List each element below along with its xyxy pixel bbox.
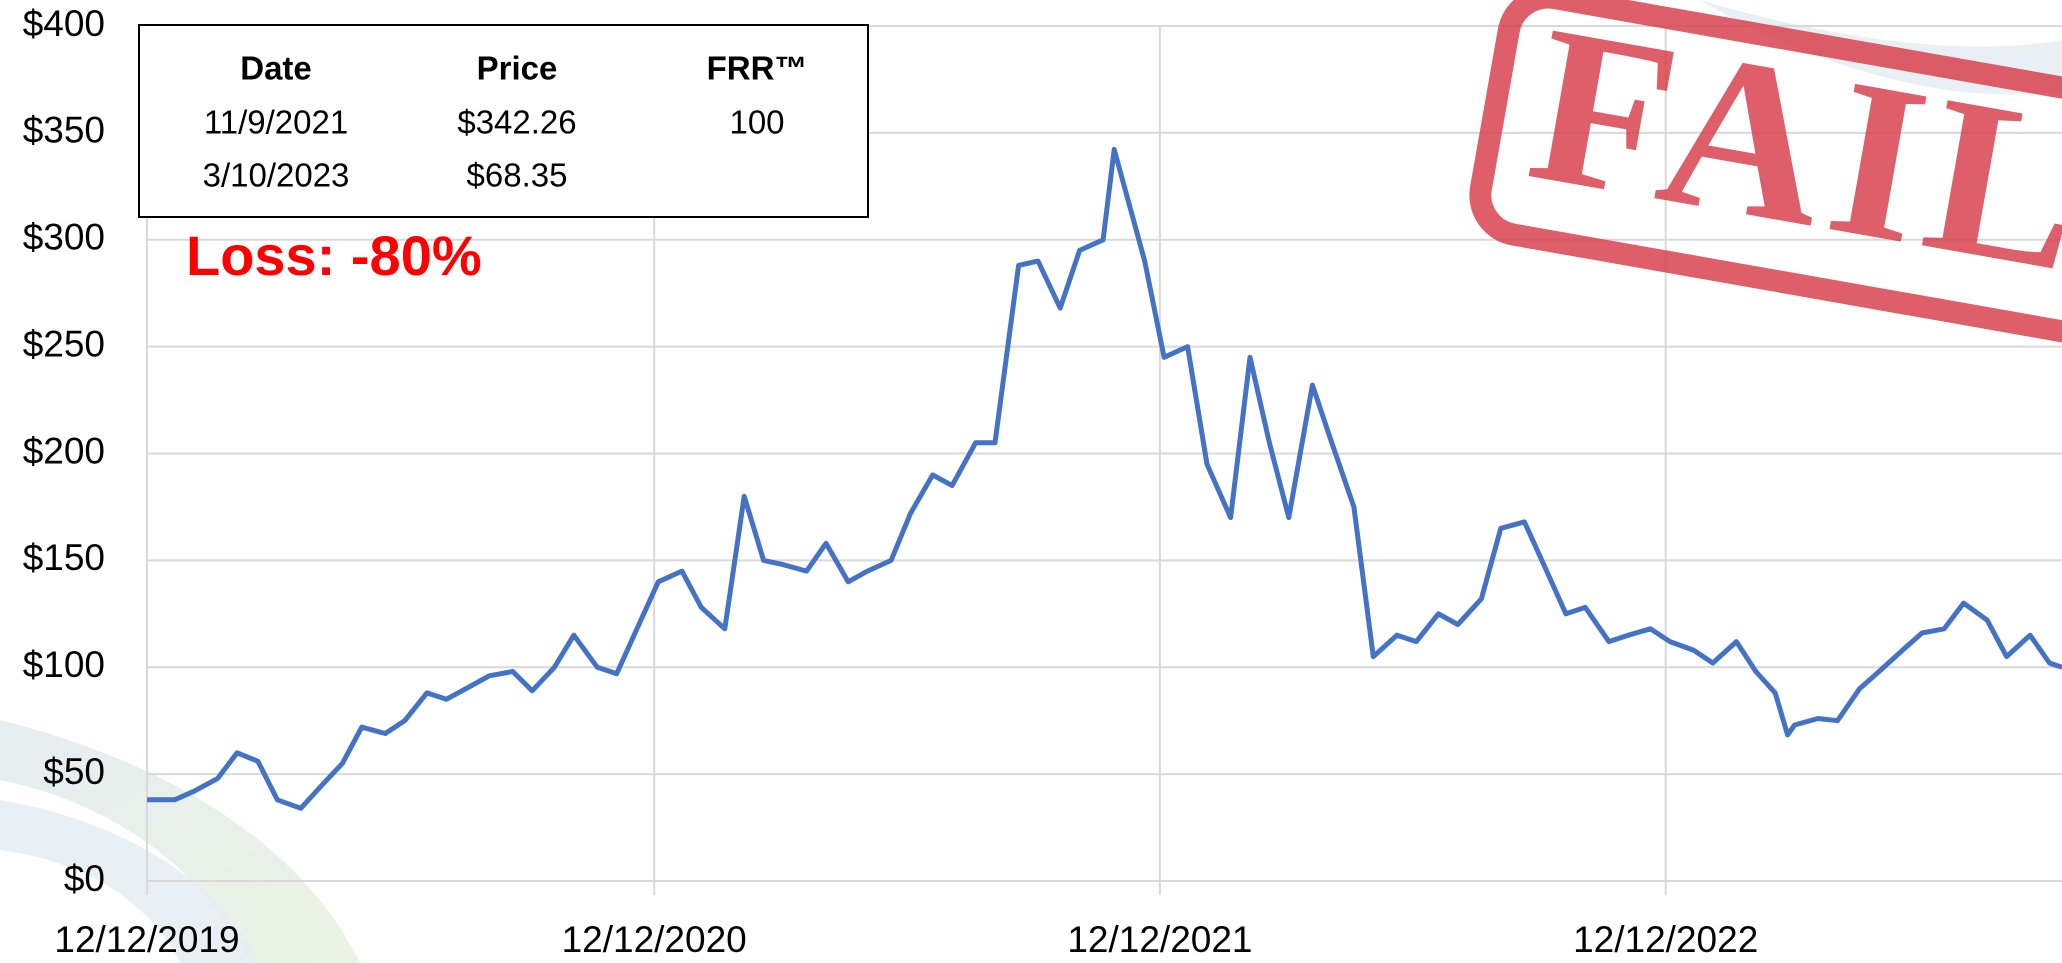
x-tick-label: 12/12/2022 (1573, 919, 1758, 960)
x-tick-label: 12/12/2019 (54, 919, 239, 960)
table-border (138, 24, 869, 218)
table-cell: 100 (729, 104, 784, 141)
x-tick-label: 12/12/2020 (562, 919, 747, 960)
y-tick-label: $150 (23, 537, 105, 578)
loss-label: Loss: -80% (186, 224, 482, 287)
stamp: FAIL (1469, 0, 2062, 347)
y-tick-label: $300 (23, 217, 105, 258)
y-tick-label: $350 (23, 110, 105, 151)
table-cell: 11/9/2021 (204, 104, 348, 141)
y-tick-label: $100 (23, 644, 105, 685)
price-line (147, 146, 2062, 811)
stamp-border (1469, 0, 2062, 347)
table-cell: $68.35 (467, 157, 568, 194)
table-cell: 3/10/2023 (203, 157, 350, 194)
table-header: Price (477, 50, 558, 87)
table-header: FRR™ (707, 50, 808, 87)
y-tick-label: $250 (23, 323, 105, 364)
x-tick-label: 12/12/2021 (1067, 919, 1252, 960)
y-tick-label: $400 (23, 3, 105, 44)
y-tick-label: $0 (64, 858, 105, 899)
table-cell: $342.26 (457, 104, 576, 141)
table-cells: Date Price FRR™ 11/9/2021 $342.26 100 3/10/202… (203, 50, 808, 194)
info-table: Date Price FRR™ 11/9/2021 $342.26 100 3/10/202… (138, 24, 869, 218)
y-tick-label: $200 (23, 430, 105, 471)
table-header: Date (240, 50, 312, 87)
y-tick-label: $50 (43, 751, 105, 792)
marks (147, 146, 2062, 811)
ticks: $0 $50 $100 $150 $200 $250 $300 $350 $400 12/12/2… (23, 3, 1759, 960)
